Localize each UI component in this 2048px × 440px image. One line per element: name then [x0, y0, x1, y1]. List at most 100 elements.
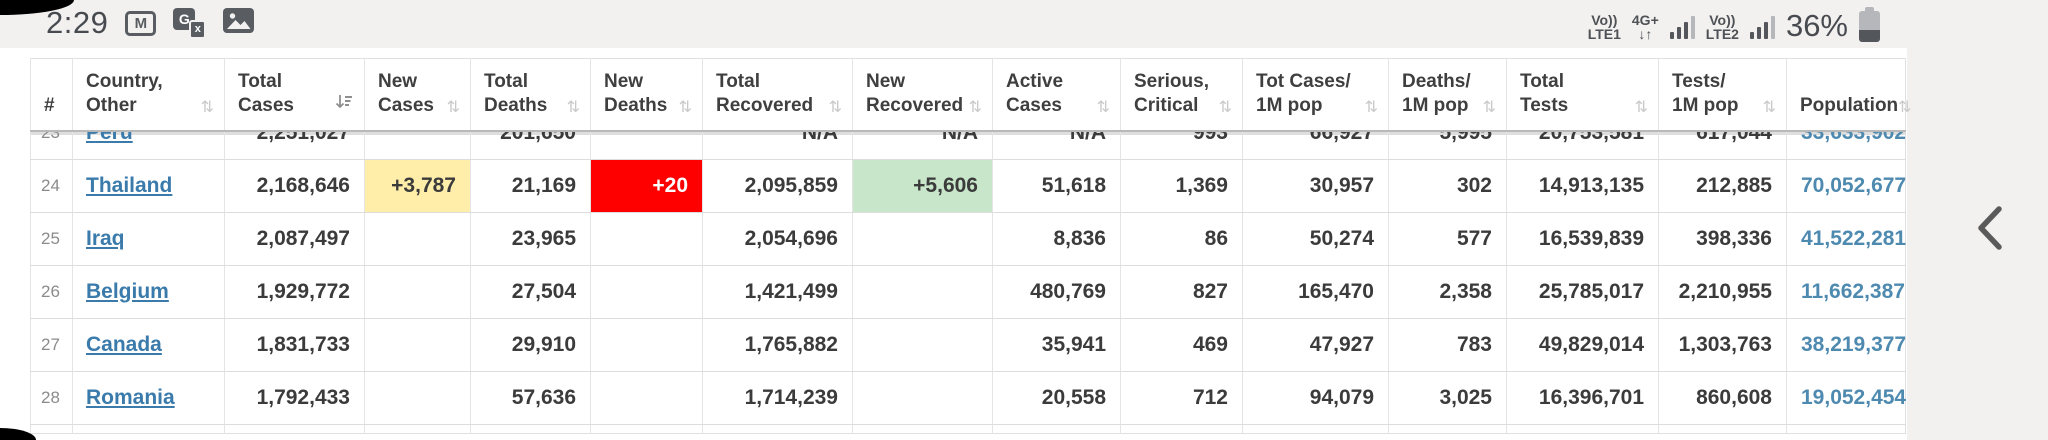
cell-total-tests: 16,396,701	[1506, 371, 1659, 425]
cell-population[interactable]: 11,662,387	[1786, 265, 1906, 319]
col-header-total-tests[interactable]: Total Tests ⇅	[1506, 58, 1659, 132]
signal-bars-icon	[1669, 16, 1695, 44]
col-header-total-recovered[interactable]: Total Recovered ⇅	[702, 58, 853, 132]
signal-bars-icon	[1749, 16, 1775, 44]
cell-population[interactable]: 38,219,377	[1786, 318, 1906, 372]
col-header-active-cases[interactable]: Active Cases ⇅	[992, 58, 1121, 132]
cell-total-deaths: 23,965	[470, 212, 591, 266]
sort-icon: ⇅	[968, 98, 982, 116]
cell-deaths-per-1m: 2,358	[1388, 265, 1507, 319]
cell-tests-per-1m: 617,044	[1658, 130, 1787, 160]
cell-new-recovered: +5,606	[852, 159, 993, 213]
cell-population[interactable]: 41,522,281	[1786, 212, 1906, 266]
gmail-icon: M	[125, 10, 157, 36]
cell-new-recovered: N/A	[852, 130, 993, 160]
table-row-partial	[30, 424, 1906, 433]
cell-new-deaths	[590, 130, 703, 160]
cell-population[interactable]: 19,052,454	[1786, 371, 1906, 425]
cell-total-recovered: 1,765,882	[702, 318, 853, 372]
col-header-new-cases[interactable]: New Cases ⇅	[364, 58, 471, 132]
col-header-new-recovered[interactable]: New Recovered ⇅	[852, 58, 993, 132]
cell-total-cases: 1,792,433	[224, 371, 365, 425]
table-row-thailand: 24 Thailand 2,168,646 +3,787 21,169 +20 …	[30, 159, 1906, 213]
col-header-serious-critical[interactable]: Serious, Critical ⇅	[1120, 58, 1243, 132]
col-header-total-deaths[interactable]: Total Deaths ⇅	[470, 58, 591, 132]
cell-serious-critical: 827	[1120, 265, 1243, 319]
cell-serious-critical: 469	[1120, 318, 1243, 372]
cell-total-tests: 14,913,135	[1506, 159, 1659, 213]
table-row-iraq: 25 Iraq 2,087,497 23,965 2,054,696 8,836…	[30, 212, 1906, 266]
cell-total-cases: 1,929,772	[224, 265, 365, 319]
cell-rank: 26	[30, 265, 73, 319]
country-link[interactable]: Romania	[72, 371, 225, 425]
col-header-population[interactable]: Population ⇅	[1786, 58, 1912, 132]
cell-total-tests: 25,785,017	[1506, 265, 1659, 319]
cell-new-cases	[364, 130, 471, 160]
cell-total-cases: 2,251,027	[224, 130, 365, 160]
cell-active-cases: N/A	[992, 130, 1121, 160]
cell-cases-per-1m: 66,927	[1242, 130, 1389, 160]
cell-new-cases	[364, 212, 471, 266]
cell-active-cases: 51,618	[992, 159, 1121, 213]
cell-active-cases: 8,836	[992, 212, 1121, 266]
cell-total-cases: 1,831,733	[224, 318, 365, 372]
cell-tests-per-1m: 1,303,763	[1658, 318, 1787, 372]
cell-serious-critical: 86	[1120, 212, 1243, 266]
sort-icon: ⇅	[1364, 98, 1378, 116]
sort-icon: ⇅	[678, 98, 692, 116]
cell-total-deaths: 57,636	[470, 371, 591, 425]
cell-new-cases	[364, 371, 471, 425]
col-header-new-deaths[interactable]: New Deaths ⇅	[590, 58, 703, 132]
cell-total-cases: 2,168,646	[224, 159, 365, 213]
cell-total-deaths: 29,910	[470, 318, 591, 372]
cell-rank: 23	[30, 130, 73, 160]
sort-icon: ⇅	[1762, 98, 1776, 116]
cell-total-recovered: 2,054,696	[702, 212, 853, 266]
cell-total-tests: 20,753,581	[1506, 130, 1659, 160]
edge-panel-handle[interactable]	[1968, 202, 2012, 258]
cell-new-recovered	[852, 265, 993, 319]
cell-deaths-per-1m: 302	[1388, 159, 1507, 213]
cell-total-recovered: 2,095,859	[702, 159, 853, 213]
sim2-indicator: Vo)) LTE2	[1705, 12, 1739, 42]
country-link[interactable]: Thailand	[72, 159, 225, 213]
cell-tests-per-1m: 212,885	[1658, 159, 1787, 213]
country-link[interactable]: Peru	[72, 130, 225, 160]
col-header-rank[interactable]: #	[30, 58, 73, 132]
cell-new-cases: +3,787	[364, 159, 471, 213]
country-link[interactable]: Belgium	[72, 265, 225, 319]
sort-icon: ⇅	[446, 98, 460, 116]
cell-serious-critical: 1,369	[1120, 159, 1243, 213]
status-bar-right: Vo)) LTE1 4G+ ↓↑ Vo)) LTE2 36%	[1588, 4, 1880, 44]
col-header-total-cases[interactable]: Total Cases	[224, 58, 365, 132]
sort-icon: ⇅	[1218, 98, 1232, 116]
cell-population[interactable]: 33,633,902	[1786, 130, 1906, 160]
col-header-cases-per-1m[interactable]: Tot Cases/1M pop ⇅	[1242, 58, 1389, 132]
cell-total-recovered: 1,714,239	[702, 371, 853, 425]
chevron-left-icon	[1972, 202, 2008, 259]
country-link[interactable]: Canada	[72, 318, 225, 372]
cell-deaths-per-1m: 3,025	[1388, 371, 1507, 425]
cell-cases-per-1m: 47,927	[1242, 318, 1389, 372]
col-header-deaths-per-1m[interactable]: Deaths/1M pop ⇅	[1388, 58, 1507, 132]
battery-icon	[1859, 7, 1880, 44]
cell-new-deaths	[590, 371, 703, 425]
cell-population[interactable]: 70,052,677	[1786, 159, 1906, 213]
cell-cases-per-1m: 50,274	[1242, 212, 1389, 266]
cell-cases-per-1m: 165,470	[1242, 265, 1389, 319]
cell-total-recovered: 1,421,499	[702, 265, 853, 319]
table-row-peru: 23 Peru 2,251,027 201,650 N/A N/A N/A 99…	[30, 130, 1906, 160]
sort-icon: ⇅	[828, 98, 842, 116]
cell-new-deaths	[590, 265, 703, 319]
cell-rank: 24	[30, 159, 73, 213]
col-header-tests-per-1m[interactable]: Tests/1M pop ⇅	[1658, 58, 1787, 132]
col-header-country[interactable]: Country, Other ⇅	[72, 58, 225, 132]
cell-deaths-per-1m: 577	[1388, 212, 1507, 266]
cell-rank: 27	[30, 318, 73, 372]
cell-serious-critical: 712	[1120, 371, 1243, 425]
cell-total-cases: 2,087,497	[224, 212, 365, 266]
country-link[interactable]: Iraq	[72, 212, 225, 266]
cell-active-cases: 20,558	[992, 371, 1121, 425]
covid-stats-table-wrap: # Country, Other ⇅ Total Cases New Cases ⇅ To…	[30, 58, 1912, 434]
